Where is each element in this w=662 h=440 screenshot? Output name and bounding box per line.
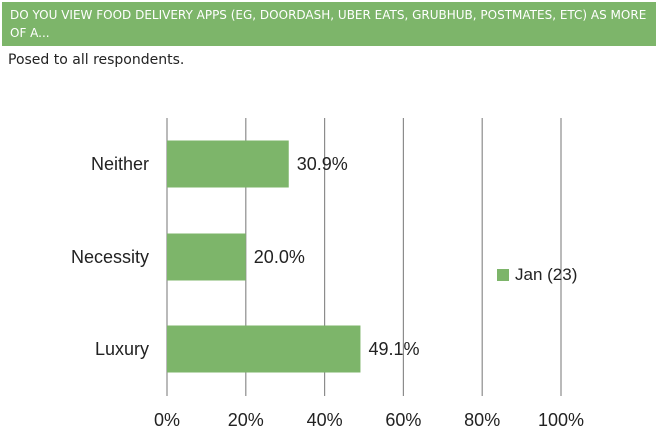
x-tick-label: 60% xyxy=(385,410,421,430)
bar xyxy=(167,325,361,373)
x-tick-label: 0% xyxy=(154,410,180,430)
x-tick-label: 100% xyxy=(538,410,584,430)
question-text: DO YOU VIEW FOOD DELIVERY APPS (EG, DOOR… xyxy=(10,8,647,40)
subtitle: Posed to all respondents. xyxy=(8,52,185,68)
legend-label: Jan (23) xyxy=(515,265,578,284)
x-tick-label: 80% xyxy=(464,410,500,430)
bar xyxy=(167,140,289,188)
bar xyxy=(167,233,246,281)
labels: 0% 20% 40% 60% 80% 100% Neither 30.9% Necessity 2… xyxy=(71,154,584,430)
category-label: Neither xyxy=(91,154,149,174)
x-tick-label: 20% xyxy=(228,410,264,430)
legend: Jan (23) xyxy=(497,265,577,285)
value-label: 30.9% xyxy=(297,154,348,174)
x-tick-label: 40% xyxy=(307,410,343,430)
value-label: 49.1% xyxy=(368,339,419,359)
bars xyxy=(167,140,361,373)
question-header: DO YOU VIEW FOOD DELIVERY APPS (EG, DOOR… xyxy=(2,2,656,46)
category-label: Necessity xyxy=(71,247,149,267)
legend-swatch xyxy=(497,269,509,281)
value-label: 20.0% xyxy=(254,247,305,267)
category-label: Luxury xyxy=(95,339,149,359)
